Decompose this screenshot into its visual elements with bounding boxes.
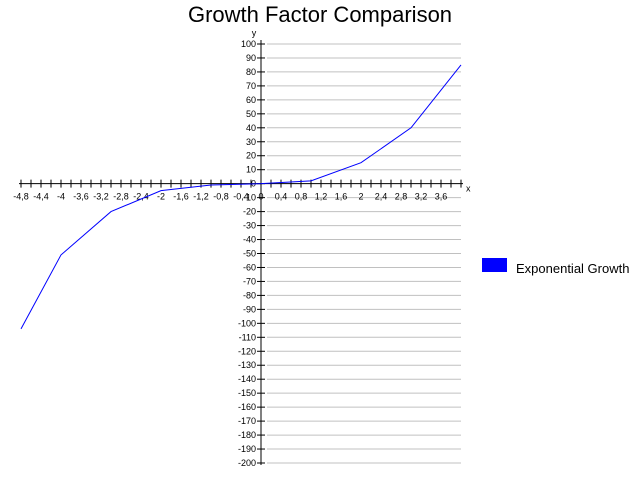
- x-tick-label: -0,8: [213, 192, 229, 202]
- x-tick-label: 1,6: [335, 192, 348, 202]
- y-tick-label: 50: [246, 109, 256, 119]
- y-axis-title: y: [252, 28, 257, 38]
- x-tick-label: 1,2: [315, 192, 328, 202]
- y-tick-label: 90: [246, 53, 256, 63]
- y-tick-label: -120: [238, 346, 256, 356]
- x-tick-label: 0,8: [295, 192, 308, 202]
- y-tick-label: 70: [246, 81, 256, 91]
- legend-label: Exponential Growth: [516, 261, 629, 276]
- y-tick-label: -50: [243, 249, 256, 259]
- x-tick-label: -0,4: [233, 192, 249, 202]
- x-tick-label: -4,4: [33, 192, 49, 202]
- x-tick-label: -2,4: [133, 192, 149, 202]
- y-tick-label: -140: [238, 374, 256, 384]
- y-tick-label: -130: [238, 360, 256, 370]
- x-tick-label: -3,2: [93, 192, 109, 202]
- y-tick-label: -80: [243, 290, 256, 300]
- y-tick-label: 60: [246, 95, 256, 105]
- y-tick-label: -100: [238, 318, 256, 328]
- x-axis-title: x: [466, 184, 471, 194]
- y-tick-label: 20: [246, 151, 256, 161]
- series-line: [20, 64, 462, 330]
- legend-swatch: [482, 258, 507, 272]
- y-tick-label: 10: [246, 165, 256, 175]
- y-tick-label: -200: [238, 458, 256, 468]
- x-tick-label: -1,2: [193, 192, 209, 202]
- x-tick-label: 2,8: [395, 192, 408, 202]
- y-tick-label: -190: [238, 444, 256, 454]
- y-tick-label: -70: [243, 276, 256, 286]
- x-tick-label: 0,4: [275, 192, 288, 202]
- y-tick-label: 40: [246, 123, 256, 133]
- y-tick-label: -180: [238, 430, 256, 440]
- y-tick-label: -10: [243, 193, 256, 203]
- y-tick-label: 100: [241, 39, 256, 49]
- y-tick-label: -40: [243, 235, 256, 245]
- y-tick-label: -150: [238, 388, 256, 398]
- x-tick-label: -3,6: [73, 192, 89, 202]
- y-tick-label: -160: [238, 402, 256, 412]
- y-tick-label: -110: [239, 332, 256, 342]
- x-tick-label: 3,2: [415, 192, 428, 202]
- x-tick-label: -2,8: [113, 192, 129, 202]
- x-tick-label: -4,8: [13, 192, 29, 202]
- series-layer: [20, 64, 462, 330]
- x-tick-label: -4: [57, 192, 65, 202]
- legend: Exponential Growth: [482, 258, 629, 276]
- grid-lines: [267, 43, 461, 464]
- y-tick-label: -60: [243, 262, 256, 272]
- axes: 1009080706050403020100-10-20-30-40-50-60…: [13, 28, 471, 468]
- x-tick-label: -2: [157, 192, 165, 202]
- y-tick-label: -90: [243, 304, 256, 314]
- x-tick-label: 0: [258, 192, 263, 202]
- x-tick-label: 2,4: [375, 192, 388, 202]
- y-tick-label: 30: [246, 137, 256, 147]
- y-tick-label: -20: [243, 207, 256, 217]
- chart-title: Growth Factor Comparison: [188, 2, 452, 27]
- x-tick-label: 2: [358, 192, 363, 202]
- y-tick-label: 80: [246, 67, 256, 77]
- x-tick-label: 3,6: [435, 192, 448, 202]
- x-tick-label: -1,6: [173, 192, 189, 202]
- y-tick-label: -30: [243, 221, 256, 231]
- y-tick-label: -170: [238, 416, 256, 426]
